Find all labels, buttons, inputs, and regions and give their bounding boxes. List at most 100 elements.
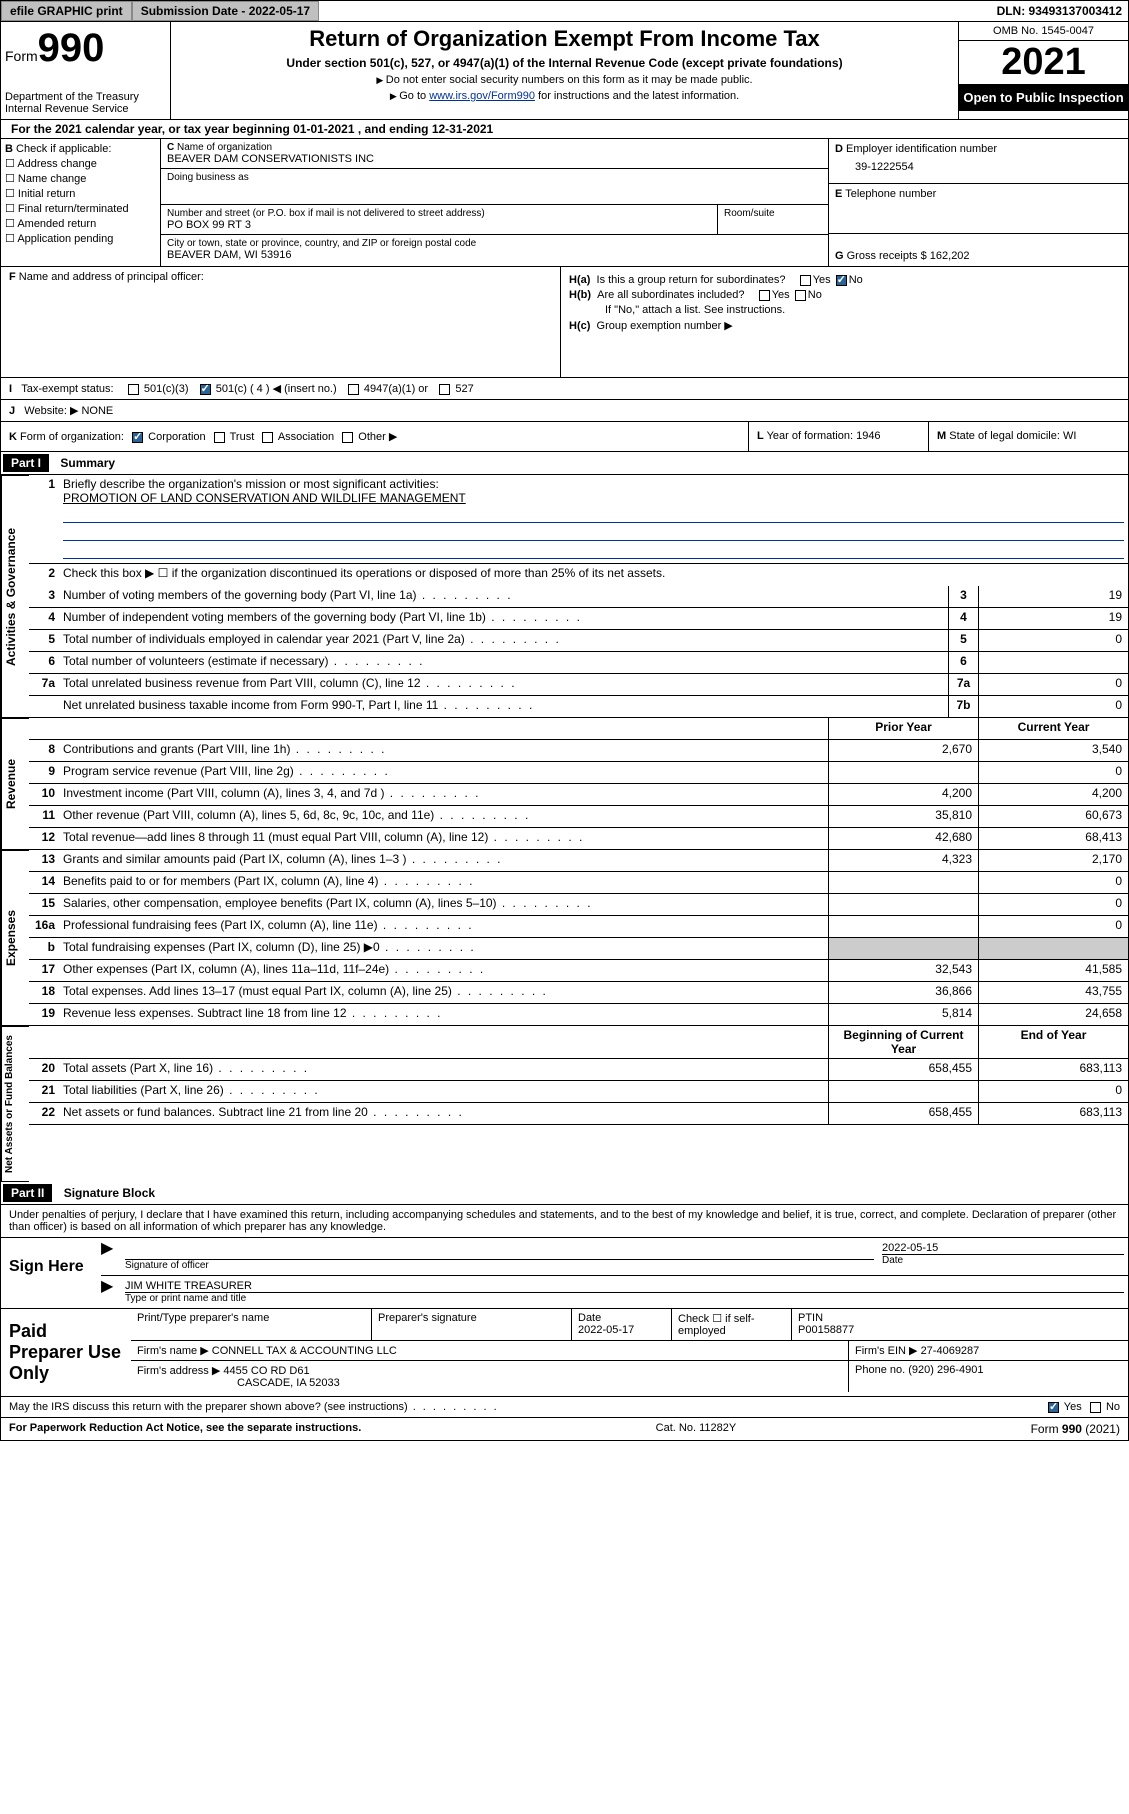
discuss-question: May the IRS discuss this return with the… bbox=[9, 1401, 499, 1413]
footer: For Paperwork Reduction Act Notice, see … bbox=[0, 1418, 1129, 1441]
phone-label: Telephone number bbox=[845, 188, 936, 200]
hb-yes-checkbox[interactable] bbox=[759, 290, 770, 301]
topbar: efile GRAPHIC print Submission Date - 20… bbox=[0, 0, 1129, 22]
irs-label: Internal Revenue Service bbox=[5, 103, 166, 115]
chk-trust[interactable] bbox=[214, 432, 225, 443]
street-value: PO BOX 99 RT 3 bbox=[167, 219, 711, 231]
street-label: Number and street (or P.O. box if mail i… bbox=[167, 208, 711, 219]
officer-name: JIM WHITE TREASURER bbox=[125, 1280, 1124, 1293]
part1-header: Part I Summary bbox=[0, 452, 1129, 475]
chk-initial-return[interactable]: ☐ Initial return bbox=[5, 187, 156, 200]
chk-other[interactable] bbox=[342, 432, 353, 443]
prep-h4: PTIN bbox=[798, 1312, 823, 1324]
section-i: I Tax-exempt status: 501(c)(3) 501(c) ( … bbox=[0, 378, 1129, 400]
part2-title: Signature Block bbox=[56, 1186, 155, 1200]
mission-text: PROMOTION OF LAND CONSERVATION AND WILDL… bbox=[63, 491, 466, 505]
prep-h2: Date bbox=[578, 1312, 601, 1324]
instruction-1: Do not enter social security numbers on … bbox=[179, 74, 950, 86]
firm-phone: (920) 296-4901 bbox=[908, 1364, 983, 1376]
chk-application-pending[interactable]: ☐ Application pending bbox=[5, 232, 156, 245]
form-title: Return of Organization Exempt From Incom… bbox=[179, 26, 950, 52]
instr2-post: for instructions and the latest informat… bbox=[535, 90, 739, 102]
form-word: Form bbox=[5, 48, 38, 64]
org-name: BEAVER DAM CONSERVATIONISTS INC bbox=[167, 153, 822, 165]
firm-ein: 27-4069287 bbox=[921, 1345, 980, 1357]
gross-receipts-label: Gross receipts $ bbox=[847, 250, 927, 262]
signature-block: Under penalties of perjury, I declare th… bbox=[0, 1205, 1129, 1397]
firm-addr2: CASCADE, IA 52033 bbox=[137, 1377, 340, 1389]
prep-h3: Check ☐ if self-employed bbox=[671, 1309, 791, 1340]
chk-527[interactable] bbox=[439, 384, 450, 395]
col-d-e-g: D Employer identification number 39-1222… bbox=[828, 139, 1128, 266]
hb-label: Are all subordinates included? bbox=[597, 289, 744, 301]
hb-no-checkbox[interactable] bbox=[795, 290, 806, 301]
website-label: Website: ▶ bbox=[24, 405, 78, 417]
discuss-no-checkbox[interactable] bbox=[1090, 1402, 1101, 1413]
col-b: B Check if applicable: ☐ Address change … bbox=[1, 139, 161, 266]
chk-final-return[interactable]: ☐ Final return/terminated bbox=[5, 202, 156, 215]
tax-exempt-label: Tax-exempt status: bbox=[21, 383, 113, 395]
chk-501c[interactable] bbox=[200, 384, 211, 395]
city-value: BEAVER DAM, WI 53916 bbox=[167, 249, 822, 261]
line-a: For the 2021 calendar year, or tax year … bbox=[0, 120, 1129, 139]
ha-label: Is this a group return for subordinates? bbox=[597, 274, 786, 286]
chk-501c3[interactable] bbox=[128, 384, 139, 395]
chk-corp[interactable] bbox=[132, 432, 143, 443]
hc-label: Group exemption number ▶ bbox=[597, 320, 733, 332]
firm-phone-label: Phone no. bbox=[855, 1364, 905, 1376]
part1-tag: Part I bbox=[3, 454, 49, 472]
chk-amended-return[interactable]: ☐ Amended return bbox=[5, 217, 156, 230]
efile-button[interactable]: efile GRAPHIC print bbox=[1, 1, 132, 21]
ein-value: 39-1222554 bbox=[835, 155, 1122, 179]
instr2-pre: Go to bbox=[399, 90, 429, 102]
dba-label: Doing business as bbox=[167, 172, 822, 183]
dln-label: DLN: 93493137003412 bbox=[991, 4, 1128, 18]
sign-here-label: Sign Here bbox=[1, 1238, 101, 1308]
ein-label: Employer identification number bbox=[846, 143, 997, 155]
firm-name-label: Firm's name ▶ bbox=[137, 1345, 209, 1357]
part2-tag: Part II bbox=[3, 1184, 52, 1202]
firm-addr-label: Firm's address ▶ bbox=[137, 1365, 220, 1377]
website-value: NONE bbox=[81, 405, 113, 417]
discuss-yes-checkbox[interactable] bbox=[1048, 1402, 1059, 1413]
firm-ein-label: Firm's EIN ▶ bbox=[855, 1345, 918, 1357]
part1-table: Activities & Governance 1Briefly describ… bbox=[0, 475, 1129, 718]
omb-number: OMB No. 1545-0047 bbox=[959, 22, 1128, 41]
ha-yes-checkbox[interactable] bbox=[800, 275, 811, 286]
section-f-h: F Name and address of principal officer:… bbox=[0, 267, 1129, 378]
chk-address-change[interactable]: ☐ Address change bbox=[5, 157, 156, 170]
part1-title: Summary bbox=[52, 456, 115, 470]
form-org-label: Form of organization: bbox=[20, 431, 124, 443]
year-formation-label: Year of formation: bbox=[767, 430, 853, 442]
officer-name-label: Type or print name and title bbox=[125, 1293, 1124, 1304]
hb-note: If "No," attach a list. See instructions… bbox=[569, 304, 1120, 316]
form-subtitle: Under section 501(c), 527, or 4947(a)(1)… bbox=[179, 56, 950, 70]
name-label: Name of organization bbox=[177, 142, 272, 153]
ha-no-checkbox[interactable] bbox=[836, 275, 847, 286]
form-header: Form990 Department of the Treasury Inter… bbox=[0, 22, 1129, 120]
submission-date-button[interactable]: Submission Date - 2022-05-17 bbox=[132, 1, 319, 21]
sig-officer-label: Signature of officer bbox=[125, 1260, 874, 1271]
irs-link[interactable]: www.irs.gov/Form990 bbox=[429, 90, 535, 102]
domicile-label: State of legal domicile: bbox=[949, 430, 1060, 442]
sign-date: 2022-05-15 bbox=[882, 1242, 1124, 1254]
side-governance: Activities & Governance bbox=[1, 475, 29, 718]
side-revenue: Revenue bbox=[1, 718, 29, 850]
firm-name: CONNELL TAX & ACCOUNTING LLC bbox=[212, 1345, 397, 1357]
prep-h0: Print/Type preparer's name bbox=[131, 1309, 371, 1340]
instruction-2: Go to www.irs.gov/Form990 for instructio… bbox=[179, 90, 950, 102]
domicile-value: WI bbox=[1063, 430, 1076, 442]
section-k-l-m: K Form of organization: Corporation Trus… bbox=[0, 422, 1129, 452]
section-b-c-d: B Check if applicable: ☐ Address change … bbox=[0, 139, 1129, 267]
city-label: City or town, state or province, country… bbox=[167, 238, 822, 249]
section-j: J Website: ▶ NONE bbox=[0, 400, 1129, 422]
footer-mid: Cat. No. 11282Y bbox=[656, 1422, 737, 1436]
chk-assoc[interactable] bbox=[262, 432, 273, 443]
prior-year-header: Prior Year bbox=[828, 718, 978, 739]
chk-4947[interactable] bbox=[348, 384, 359, 395]
form-number-block: Form990 Department of the Treasury Inter… bbox=[1, 22, 171, 119]
prep-date: 2022-05-17 bbox=[578, 1324, 634, 1336]
sign-date-label: Date bbox=[882, 1254, 1124, 1266]
penalty-text: Under penalties of perjury, I declare th… bbox=[1, 1205, 1128, 1237]
chk-name-change[interactable]: ☐ Name change bbox=[5, 172, 156, 185]
